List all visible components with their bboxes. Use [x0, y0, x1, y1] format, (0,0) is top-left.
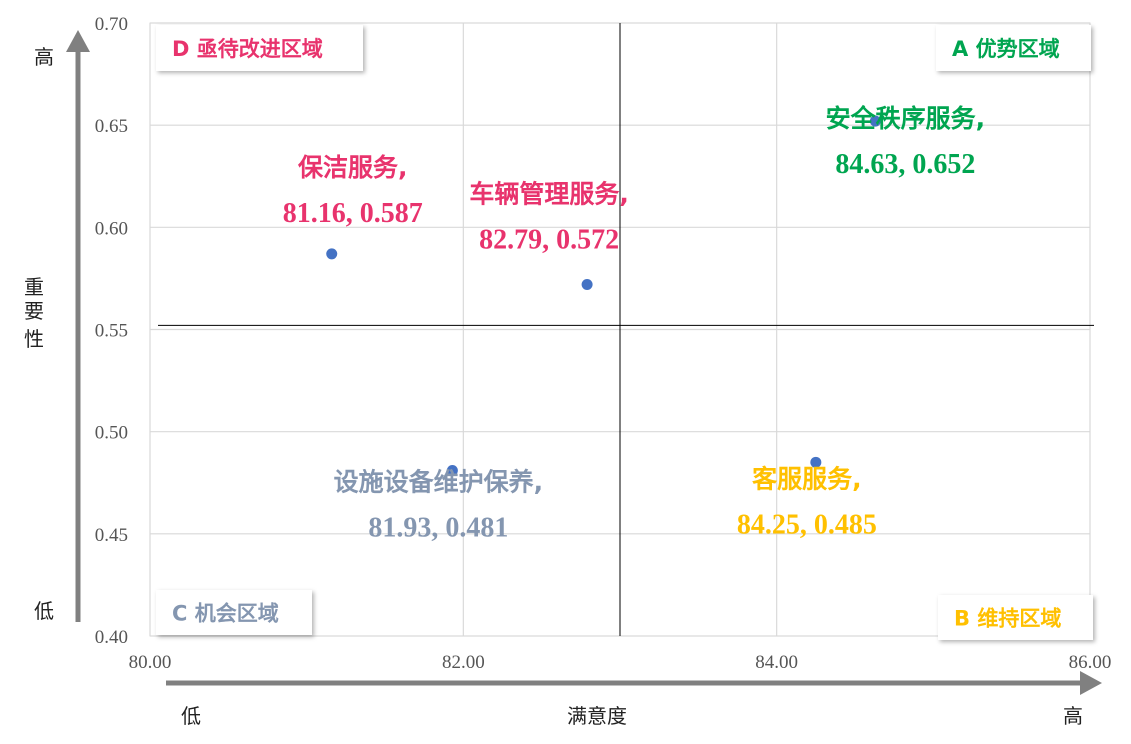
x-high-label: 高 — [1063, 704, 1083, 728]
quadrant-label-text: B 维持区域 — [954, 607, 1061, 631]
data-label: 客服服务, 84.25, 0.485 — [737, 464, 877, 540]
y-tick-label: 0.70 — [95, 14, 128, 35]
quadrant-label-bottom-left: C 机会区域 — [156, 590, 312, 635]
data-point — [326, 248, 338, 260]
x-tick-label: 86.00 — [1069, 652, 1112, 673]
data-label: 车辆管理服务, 82.79, 0.572 — [469, 180, 629, 256]
quadrant-label-text: C 机会区域 — [172, 602, 279, 626]
quadrant-label-top-left: D 亟待改进区域 — [156, 25, 363, 71]
axis-titles: 高 重 要 性 低 低 满意度 高 — [24, 45, 1083, 728]
y-axis-title-char-2: 要 — [24, 299, 44, 323]
data-label: 安全秩序服务, 84.63, 0.652 — [826, 104, 986, 180]
data-label-value: 82.79, 0.572 — [479, 225, 619, 256]
x-axis-title: 满意度 — [567, 704, 627, 728]
x-tick-label: 82.00 — [442, 652, 485, 673]
quadrant-dividers — [158, 23, 1094, 636]
data-label-name: 安全秩序服务, — [826, 104, 986, 133]
quadrant-label-text: A 优势区域 — [952, 37, 1060, 61]
x-tick-label: 84.00 — [755, 652, 798, 673]
quadrant-label-box — [938, 595, 1093, 640]
x-low-label: 低 — [181, 704, 201, 728]
y-tick-label: 0.45 — [95, 525, 128, 546]
data-label-name: 设施设备维护保养, — [334, 467, 544, 496]
y-axis-title-char-1: 重 — [24, 275, 44, 299]
y-tick-label: 0.55 — [95, 321, 128, 342]
quadrant-labels: D 亟待改进区域 A 优势区域 C 机会区域 B 维持区域 — [156, 25, 1093, 640]
y-tick-label: 0.65 — [95, 116, 128, 137]
data-labels: 保洁服务, 81.16, 0.587 车辆管理服务, 82.79, 0.572 安全秩序… — [283, 104, 985, 543]
data-label: 设施设备维护保养, 81.93, 0.481 — [334, 467, 544, 543]
data-points — [326, 115, 881, 476]
data-point — [810, 456, 822, 468]
quadrant-label-text: D 亟待改进区域 — [172, 37, 323, 61]
y-axis-title-char-3: 性 — [24, 327, 44, 351]
data-point — [446, 464, 458, 476]
quadrant-label-box — [936, 25, 1091, 71]
y-tick-label: 0.60 — [95, 218, 128, 239]
data-label-name: 客服服务, — [752, 464, 862, 493]
quadrant-label-box — [156, 25, 363, 71]
quadrant-label-bottom-right: B 维持区域 — [938, 595, 1093, 640]
y-low-label: 低 — [34, 599, 54, 623]
x-axis-arrowhead — [1080, 671, 1102, 695]
data-label-value: 84.63, 0.652 — [835, 149, 975, 180]
axis-arrows — [66, 30, 1102, 695]
data-label: 保洁服务, 81.16, 0.587 — [283, 153, 423, 229]
y-axis-arrowhead — [66, 30, 90, 52]
quadrant-label-top-right: A 优势区域 — [936, 25, 1091, 71]
data-point — [581, 279, 593, 291]
data-label-name: 车辆管理服务, — [469, 180, 629, 209]
y-tick-label: 0.40 — [95, 627, 128, 648]
data-label-name: 保洁服务, — [297, 153, 408, 182]
y-tick-label: 0.50 — [95, 423, 128, 444]
data-point — [869, 115, 881, 127]
data-label-value: 84.25, 0.485 — [737, 509, 877, 540]
quadrant-label-box — [156, 590, 312, 635]
data-label-value: 81.16, 0.587 — [283, 198, 423, 229]
y-high-label: 高 — [34, 45, 54, 69]
data-label-value: 81.93, 0.481 — [368, 512, 508, 543]
x-tick-label: 80.00 — [129, 652, 172, 673]
